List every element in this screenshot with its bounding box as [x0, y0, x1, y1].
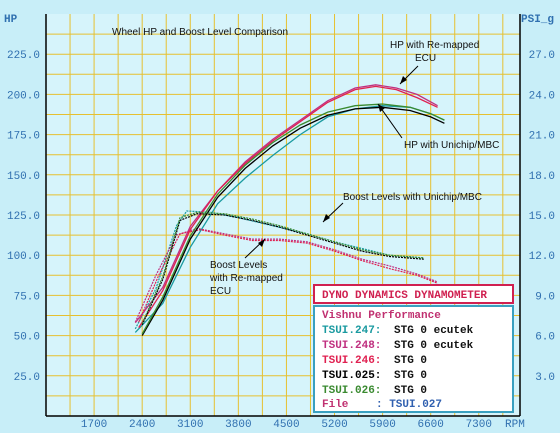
- title-box-text: DYNO DYNAMICS DYNAMOMETER: [322, 290, 487, 302]
- chart-title: Wheel HP and Boost Level Comparison: [112, 27, 288, 38]
- series-hp-tsui-026: [141, 103, 445, 335]
- series-boost-tsui-248: [134, 227, 438, 323]
- series-hp-tsui-248: [134, 84, 438, 324]
- right-tick-label: 3.0: [535, 372, 555, 384]
- info-box-file-label: File: [322, 399, 349, 411]
- right-tick-label: 21.0: [529, 131, 555, 143]
- left-tick-label: 125.0: [7, 211, 40, 223]
- annotation-boost-remapped-line1: Boost Levels: [210, 260, 267, 271]
- x-tick-label: 3100: [177, 419, 203, 431]
- info-run-id: TSUI.026:: [322, 385, 381, 397]
- x-tick-label: 2400: [129, 419, 155, 431]
- x-axis-label: RPM: [505, 419, 525, 431]
- arrowhead-icon: [258, 239, 265, 247]
- x-tick-label: 6600: [417, 419, 443, 431]
- series-boost-tsui-025: [141, 213, 424, 326]
- x-tick-labels: 1700 2400 3100 3800 4500 5200 5900 6600 7300: [81, 419, 492, 431]
- left-tick-label: 150.0: [7, 171, 40, 183]
- info-run-id: TSUI.248:: [322, 340, 381, 352]
- series-layer: [134, 84, 445, 336]
- left-tick-labels: 25.0 50.0 75.0 100.0 125.0 150.0 175.0 200.0 225…: [7, 50, 40, 384]
- x-tick-label: 3800: [225, 419, 251, 431]
- info-run-id: TSUI.246:: [322, 355, 381, 367]
- series-boost-tsui-247: [134, 210, 424, 330]
- left-tick-label: 225.0: [7, 50, 40, 62]
- right-tick-labels: 3.0 6.0 9.0 12.0 15.0 18.0 21.0 24.0 27.0: [529, 50, 555, 384]
- series-hp-tsui-025: [141, 106, 445, 336]
- info-box-company: Vishnu Performance: [322, 310, 441, 322]
- series-boost-tsui-246: [138, 229, 438, 323]
- right-tick-label: 6.0: [535, 332, 555, 344]
- arrowhead-icon: [378, 104, 385, 112]
- info-run-desc: STG 0: [394, 370, 427, 382]
- x-tick-label: 4500: [273, 419, 299, 431]
- left-tick-label: 75.0: [14, 291, 40, 303]
- info-box: Vishnu Performance TSUI.247: STG 0 ecutek…: [313, 305, 514, 413]
- x-tick-label: 5200: [321, 419, 347, 431]
- right-tick-label: 12.0: [529, 251, 555, 263]
- right-tick-label: 27.0: [529, 50, 555, 62]
- title-box: DYNO DYNAMICS DYNAMOMETER: [313, 284, 514, 304]
- arrowhead-icon: [323, 214, 330, 222]
- right-tick-label: 9.0: [535, 291, 555, 303]
- info-run-desc: STG 0: [394, 355, 427, 367]
- right-tick-label: 15.0: [529, 211, 555, 223]
- info-run-desc: STG 0 ecutek: [394, 325, 474, 337]
- series-boost-tsui-026: [141, 211, 424, 324]
- info-run-id: TSUI.247:: [322, 325, 381, 337]
- annotation-boost-remapped-line2: with Re-mapped: [209, 273, 283, 284]
- info-box-frame: [313, 305, 514, 413]
- right-axis-label: PSI_g: [521, 14, 554, 26]
- annotation-boost-unichip-text: Boost Levels with Unichip/MBC: [343, 192, 482, 203]
- title-box-frame: [313, 284, 514, 304]
- annotation-hp-remapped-line1: HP with Re-mapped: [390, 40, 479, 51]
- left-tick-label: 50.0: [14, 332, 40, 344]
- series-hp-tsui-246: [138, 85, 438, 328]
- x-tick-label: 7300: [466, 419, 492, 431]
- left-tick-label: 200.0: [7, 90, 40, 102]
- left-axis-label: HP: [4, 14, 18, 26]
- x-tick-label: 1700: [81, 419, 107, 431]
- info-run-id: TSUI.025:: [322, 370, 381, 382]
- annotation-hp-remapped-line2: ECU: [415, 53, 436, 64]
- info-run-desc: STG 0: [394, 385, 427, 397]
- x-tick-label: 5900: [369, 419, 395, 431]
- annotation-boost-unichip: Boost Levels with Unichip/MBC: [322, 192, 482, 223]
- annotation-boost-remapped-line3: ECU: [210, 286, 231, 297]
- info-run-desc: STG 0 ecutek: [394, 340, 474, 352]
- right-tick-label: 24.0: [529, 90, 555, 102]
- left-tick-label: 175.0: [7, 131, 40, 143]
- info-box-file-value: : TSUI.027: [376, 399, 442, 411]
- axes: [45, 14, 521, 417]
- right-tick-label: 18.0: [529, 171, 555, 183]
- annotation-hp-unichip-text: HP with Unichip/MBC: [404, 140, 499, 151]
- left-tick-label: 25.0: [14, 372, 40, 384]
- annotation-hp-unichip: HP with Unichip/MBC: [377, 103, 499, 151]
- left-tick-label: 100.0: [7, 251, 40, 263]
- annotation-boost-remapped: Boost Levels with Re-mapped ECU: [209, 238, 283, 297]
- info-box-runs: TSUI.247: STG 0 ecutek TSUI.248: STG 0 ecut…: [322, 325, 474, 397]
- annotation-hp-remapped: HP with Re-mapped ECU: [390, 40, 479, 85]
- arrowhead-icon: [400, 76, 407, 84]
